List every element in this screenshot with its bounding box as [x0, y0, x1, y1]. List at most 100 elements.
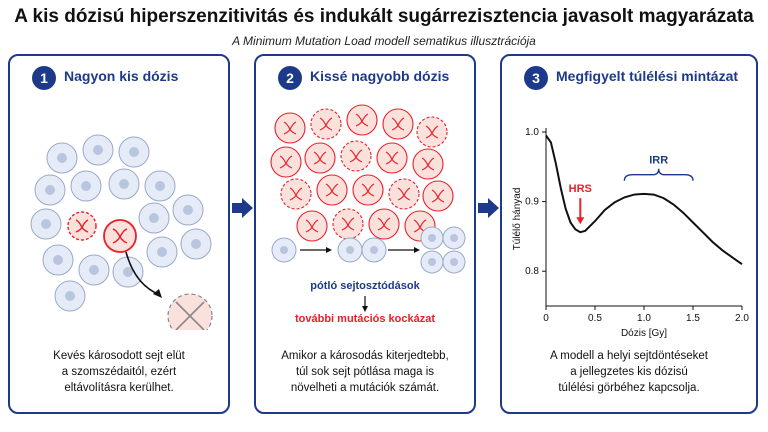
damaged-cell	[304, 142, 336, 174]
damaged-cell	[416, 116, 448, 148]
dna-damage-icon	[305, 219, 319, 233]
x-tick-label: 0	[543, 313, 549, 324]
dna-damage-icon	[112, 228, 128, 244]
dna-damage-icon	[355, 113, 369, 127]
y-axis-label: Túlélő hányad	[512, 188, 523, 251]
damaged-cell	[340, 140, 372, 172]
cell-nucleus	[123, 267, 133, 277]
dna-damage-icon	[349, 149, 363, 163]
cell-nucleus	[183, 205, 193, 215]
page-subtitle: A Minimum Mutation Load modell sematikus…	[232, 34, 536, 48]
dna-damage-icon	[421, 157, 435, 171]
damaged-cell	[422, 180, 454, 212]
y-tick-label: 0.9	[525, 197, 539, 208]
dna-damage-icon	[325, 183, 339, 197]
damaged-cell	[270, 146, 302, 178]
cell-nucleus	[155, 181, 165, 191]
cell-nucleus	[157, 247, 167, 257]
hrs-arrow-icon	[576, 198, 585, 225]
damaged-cell	[368, 208, 400, 240]
survival-curve-line	[545, 134, 743, 266]
irr-annotation: IRR	[649, 155, 668, 167]
arrow-head-icon	[153, 289, 162, 298]
dna-damage-icon	[431, 189, 445, 203]
dna-damage-icon	[397, 187, 411, 201]
cell-nucleus	[191, 239, 201, 249]
cell-division-sequence	[271, 226, 466, 274]
damaged-cell	[346, 104, 378, 136]
x-axis-label: Dózis [Gy]	[621, 328, 667, 339]
dna-damage-icon	[391, 117, 405, 131]
cell-nucleus	[81, 181, 91, 191]
x-tick-label: 1.5	[686, 313, 700, 324]
damaged-cell	[296, 210, 328, 242]
dna-damage-icon	[75, 219, 89, 233]
cell-nucleus	[53, 255, 63, 265]
damaged-cell	[412, 148, 444, 180]
cell-nucleus	[280, 246, 288, 254]
dna-damage-icon	[283, 121, 297, 135]
dna-damage-icon	[377, 217, 391, 231]
cell-nucleus	[65, 291, 75, 301]
cell-nucleus	[41, 219, 51, 229]
dna-damage-icon	[361, 183, 375, 197]
mutation-risk-label: további mutációs kockázat	[295, 313, 435, 325]
y-tick-label: 0.8	[525, 266, 539, 277]
panel-description: Kevés károsodott sejt elüt a szomszédait…	[53, 350, 185, 394]
cell-nucleus	[57, 153, 67, 163]
panel-title: Megfigyelt túlélési mintázat	[556, 68, 739, 84]
damaged-cell	[280, 178, 312, 210]
damaged-cell-cluster-illustration	[270, 104, 466, 312]
cell-nucleus	[450, 234, 458, 242]
panel-title: Nagyon kis dózis	[64, 68, 179, 84]
dna-damage-icon	[319, 117, 333, 131]
damaged-cell	[316, 174, 348, 206]
x-tick-label: 0.5	[588, 313, 602, 324]
cell-nucleus	[428, 234, 436, 242]
healthy-cell-group	[30, 134, 212, 312]
x-tick-label: 2.0	[735, 313, 749, 324]
panel-number-badge: 1	[32, 66, 56, 90]
damaged-cell	[67, 211, 97, 241]
replacement-division-label: pótló sejtosztódások	[310, 280, 420, 292]
flow-arrow-icon	[232, 198, 253, 218]
panel-title: Kissé nagyobb dózis	[310, 68, 450, 84]
dna-damage-icon	[279, 155, 293, 169]
cell-cluster-illustration	[30, 134, 213, 330]
dna-damage-icon	[289, 187, 303, 201]
dna-damage-icon	[385, 151, 399, 165]
damaged-cell	[382, 108, 414, 140]
damaged-cell	[352, 174, 384, 206]
panel-description: Amikor a károsodás kiterjedtebb, túl sok…	[281, 350, 449, 394]
cell-nucleus	[149, 213, 159, 223]
damaged-cell-highlighted	[103, 219, 137, 253]
cell-nucleus	[450, 258, 458, 266]
damaged-cell-group	[270, 104, 454, 242]
cell-nucleus	[370, 246, 378, 254]
damaged-cell	[332, 208, 364, 240]
damaged-cell	[388, 178, 420, 210]
removed-cell	[167, 293, 213, 330]
hrs-annotation: HRS	[569, 183, 592, 195]
flow-arrow-icon	[478, 198, 499, 218]
survival-curve-chart: 0 0.5 1.0 1.5 2.0 0.8 0.9 1.0 Túlélő hányad Dóz…	[512, 127, 749, 339]
cell-nucleus	[93, 145, 103, 155]
cell-nucleus	[89, 265, 99, 275]
dna-damage-icon	[341, 217, 355, 231]
cell-nucleus	[346, 246, 354, 254]
page-title: A kis dózisú hiperszenzitivitás és induk…	[14, 6, 754, 27]
dna-damage-icon	[313, 151, 327, 165]
cell-nucleus	[428, 258, 436, 266]
damaged-cell	[376, 142, 408, 174]
cell-nucleus	[129, 147, 139, 157]
irr-brace-icon	[623, 168, 694, 181]
panel-number-badge: 3	[524, 66, 548, 90]
panel-description: A modell a helyi sejtdöntéseket a jelleg…	[550, 350, 708, 394]
y-tick-label: 1.0	[525, 127, 539, 138]
axis-ticks: 0 0.5 1.0 1.5 2.0 0.8 0.9 1.0	[525, 127, 749, 324]
damaged-cell	[274, 112, 306, 144]
panel-survival-pattern: 3 Megfigyelt túlélési mintázat 0 0.5 1.0 1.…	[500, 54, 758, 414]
dna-damage-icon	[425, 125, 439, 139]
x-tick-label: 1.0	[637, 313, 651, 324]
panel-number-badge: 2	[278, 66, 302, 90]
